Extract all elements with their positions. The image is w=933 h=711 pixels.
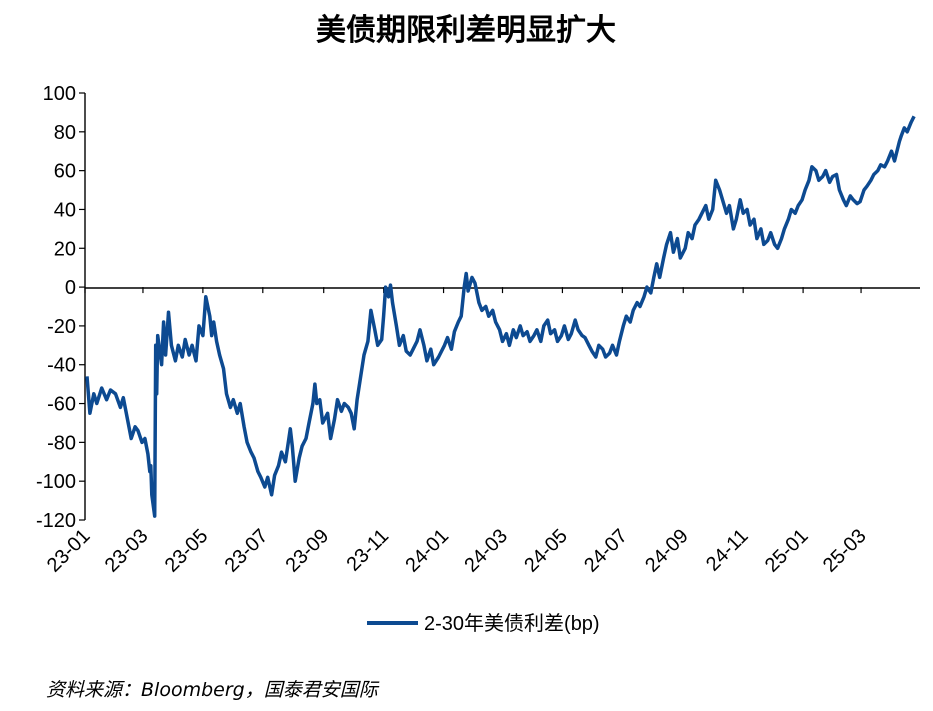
chart-title: 美债期限利差明显扩大	[316, 13, 616, 48]
y-tick-label: -20	[47, 316, 76, 338]
y-tick-label: 100	[43, 83, 76, 105]
x-tick-label: 25-01	[761, 525, 813, 577]
x-tick-label: 25-03	[819, 525, 871, 577]
y-axis-ticks: 100 80 60 40 20 0 -20 -40 -60 -80 -100 -120	[36, 83, 85, 532]
y-tick-label: 0	[65, 277, 76, 299]
y-tick-label: 20	[54, 238, 76, 260]
y-tick-label: -120	[36, 510, 76, 532]
legend-label: 2-30年美债利差(bp)	[424, 612, 600, 635]
x-tick-label: 24-11	[702, 525, 753, 576]
x-tick-label: 24-01	[401, 525, 453, 577]
y-tick-label: -80	[47, 432, 76, 454]
legend: 2-30年美债利差(bp)	[367, 612, 600, 635]
y-tick-label: -100	[36, 471, 76, 493]
y-tick-label: -40	[47, 355, 76, 377]
y-tick-label: 40	[54, 199, 76, 221]
series-line	[85, 115, 916, 518]
y-tick-label: 80	[54, 122, 76, 144]
x-tick-label: 23-11	[342, 525, 393, 576]
x-tick-label: 24-03	[460, 525, 512, 577]
y-tick-label: -60	[47, 394, 76, 416]
x-tick-label: 23-03	[101, 525, 153, 577]
x-tick-label: 24-07	[580, 525, 632, 577]
x-tick-label: 23-09	[282, 525, 334, 577]
x-tick-label: 23-05	[161, 525, 213, 577]
x-tick-label: 23-07	[221, 525, 273, 577]
y-tick-label: 60	[54, 161, 76, 183]
x-tick-label: 23-01	[43, 525, 95, 577]
x-tick-label: 24-09	[641, 525, 693, 577]
x-tick-label: 24-05	[520, 525, 572, 577]
source-note: 资料来源：Bloomberg，国泰君安国际	[46, 679, 380, 701]
